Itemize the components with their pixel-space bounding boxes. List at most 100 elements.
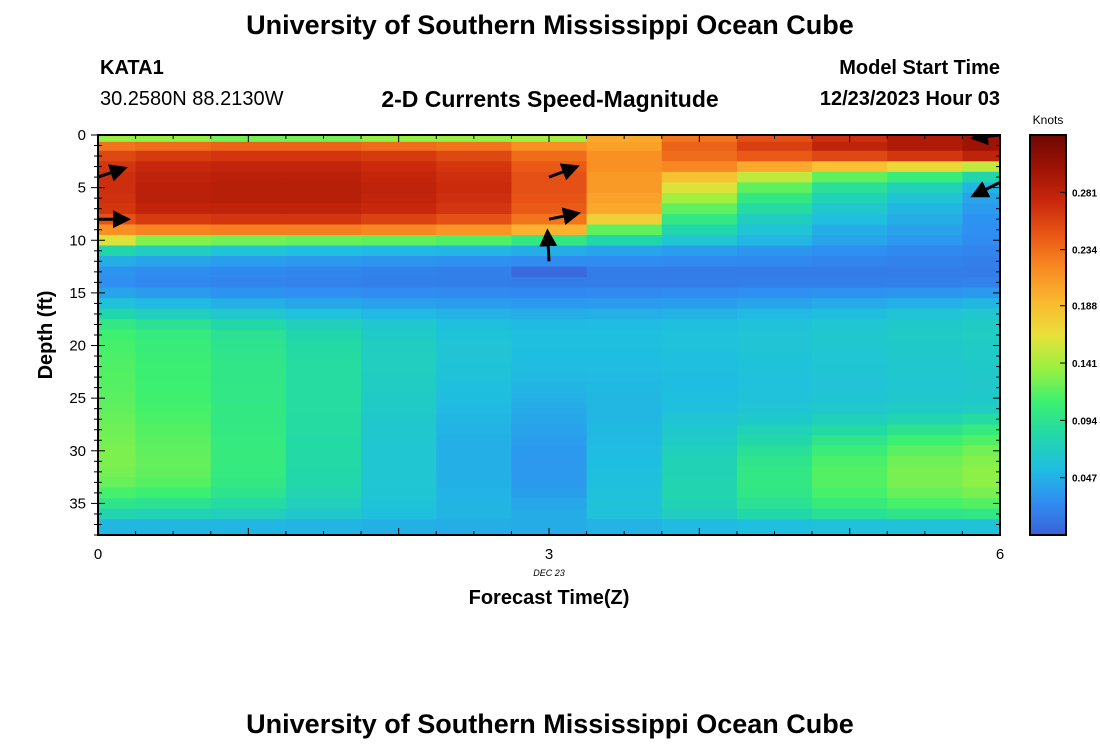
heatmap-cell — [511, 508, 588, 520]
heatmap-cell — [210, 308, 287, 320]
heatmap-cell — [812, 141, 888, 152]
heatmap-cell — [135, 487, 212, 499]
heatmap-cell — [812, 224, 888, 236]
heatmap-cell — [285, 171, 362, 183]
heatmap-cell — [962, 371, 1000, 383]
heatmap-cell — [812, 487, 888, 499]
heatmap-cell — [361, 287, 437, 299]
heatmap-cell — [98, 371, 137, 383]
heatmap-cell — [135, 329, 212, 341]
heatmap-cell — [361, 498, 437, 510]
heatmap-cell — [586, 161, 663, 173]
heatmap-cell — [962, 192, 1000, 205]
heatmap-cell — [661, 487, 738, 499]
heatmap-cell — [962, 413, 1000, 426]
heatmap-cell — [361, 392, 437, 405]
x-date-label: DEC 23 — [533, 568, 565, 578]
heatmap-cell — [736, 298, 813, 310]
heatmap-cell — [887, 435, 964, 447]
heatmap-cell — [210, 245, 287, 257]
heatmap-cell — [962, 340, 1000, 352]
heatmap-cell — [135, 498, 212, 510]
heatmap-cell — [887, 245, 964, 257]
heatmap-cell — [812, 287, 888, 299]
heatmap-cell — [661, 477, 738, 489]
y-tick-label: 30 — [69, 443, 86, 460]
heatmap-cell — [962, 287, 1000, 299]
heatmap-cell — [736, 487, 813, 499]
heatmap-cell — [135, 371, 212, 383]
heatmap-cell — [887, 392, 964, 405]
heatmap-cell — [210, 350, 287, 362]
heatmap-cell — [361, 435, 437, 447]
heatmap-cell — [436, 171, 513, 183]
heatmap-cell — [285, 466, 362, 478]
heatmap-cell — [98, 508, 137, 520]
heatmap-cell — [812, 182, 888, 194]
heatmap-cell — [361, 256, 437, 268]
heatmap-cell — [285, 203, 362, 215]
heatmap-cell — [661, 256, 738, 268]
x-tick-label: 0 — [94, 546, 102, 563]
heatmap-cell — [586, 340, 663, 352]
heatmap-cell — [98, 308, 137, 320]
heatmap-cell — [436, 477, 513, 489]
heatmap-cell — [962, 519, 1000, 535]
heatmap-cell — [135, 224, 212, 236]
heatmap-cell — [511, 203, 588, 215]
heatmap-cell — [135, 456, 212, 468]
heatmap-cell — [210, 477, 287, 489]
heatmap-cell — [210, 150, 287, 162]
heatmap-cell — [361, 266, 437, 278]
page-title: University of Southern Mississippi Ocean… — [246, 10, 854, 40]
heatmap-cell — [285, 308, 362, 320]
heatmap-cell — [812, 361, 888, 373]
heatmap-cell — [436, 424, 513, 436]
heatmap-cell — [135, 340, 212, 352]
heatmap-cell — [887, 519, 964, 535]
heatmap-cell — [887, 224, 964, 236]
heatmap-cell — [361, 235, 437, 247]
heatmap-cell — [361, 413, 437, 426]
heatmap-cell — [812, 403, 888, 415]
heatmap-cell — [210, 498, 287, 510]
heatmap-cell — [210, 487, 287, 499]
heatmap-cell — [98, 361, 137, 373]
heatmap-cell — [210, 456, 287, 468]
heatmap-cell — [511, 519, 588, 535]
heatmap-cell — [661, 329, 738, 341]
heatmap-cell — [586, 203, 663, 215]
heatmap-cell — [98, 277, 137, 289]
model-start-time: 12/23/2023 Hour 03 — [819, 88, 1000, 110]
colorbar: Knots 0.281 0.234 0.188 0.141 0.094 0.047 — [1029, 113, 1097, 536]
heatmap-cell — [285, 371, 362, 383]
heatmap-cell — [887, 266, 964, 278]
heatmap-cell — [736, 424, 813, 436]
heatmap-cell — [887, 256, 964, 268]
heatmap-cell — [361, 319, 437, 331]
heatmap-cell — [436, 403, 513, 415]
heatmap-cell — [962, 350, 1000, 362]
heatmap-cell — [812, 445, 888, 457]
heatmap-cell — [135, 445, 212, 457]
heatmap-cell — [361, 141, 437, 152]
heatmap-cell — [661, 287, 738, 299]
heatmap-cell — [661, 340, 738, 352]
chart-subtitle: 2-D Currents Speed-Magnitude — [381, 86, 719, 112]
heatmap-cell — [887, 319, 964, 331]
heatmap-cell — [736, 413, 813, 426]
heatmap-cell — [135, 424, 212, 436]
heatmap-cell — [98, 287, 137, 299]
heatmap-cell — [812, 171, 888, 183]
heatmap-cell — [135, 392, 212, 405]
heatmap-cell — [586, 150, 663, 162]
heatmap-cell — [736, 477, 813, 489]
heatmap-cell — [812, 456, 888, 468]
heatmap-cell — [98, 424, 137, 436]
heatmap-cell — [661, 445, 738, 457]
heatmap-cell — [98, 235, 137, 247]
heatmap-cell — [210, 329, 287, 341]
heatmap-cell — [436, 192, 513, 205]
heatmap-cell — [661, 371, 738, 383]
heatmap-cell — [812, 192, 888, 205]
